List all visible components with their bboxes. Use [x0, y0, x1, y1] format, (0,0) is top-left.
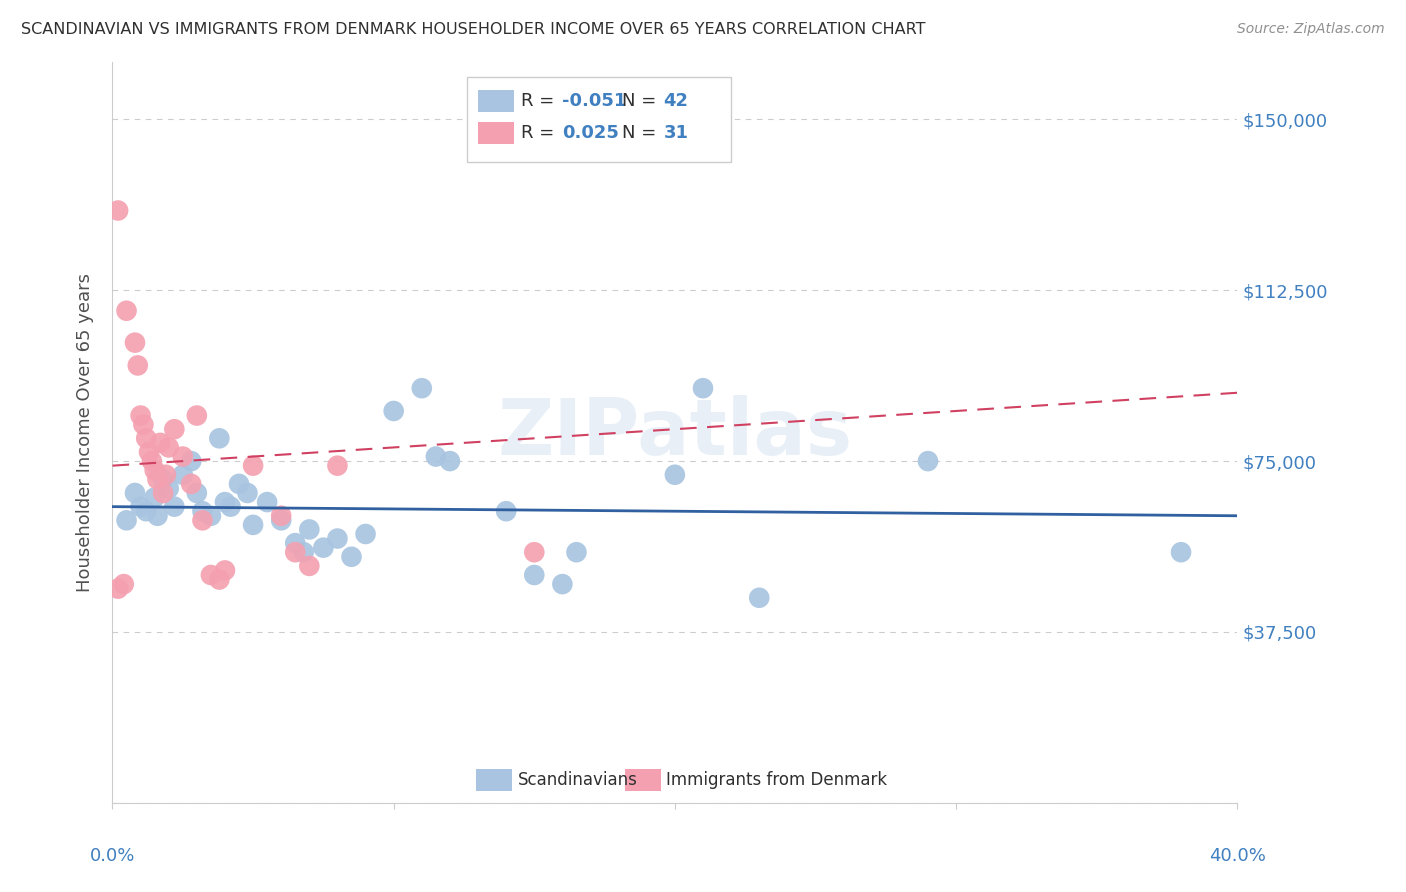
- Point: [124, 335, 146, 350]
- Point: [124, 486, 146, 500]
- Point: [163, 500, 186, 514]
- Point: [236, 486, 259, 500]
- Point: [439, 454, 461, 468]
- Point: [129, 500, 152, 514]
- Point: [208, 573, 231, 587]
- Point: [127, 359, 149, 373]
- FancyBboxPatch shape: [626, 769, 661, 791]
- Text: Source: ZipAtlas.com: Source: ZipAtlas.com: [1237, 22, 1385, 37]
- Point: [152, 486, 174, 500]
- Point: [200, 568, 222, 582]
- Point: [340, 549, 363, 564]
- Point: [186, 409, 208, 423]
- Text: 0.0%: 0.0%: [90, 847, 135, 865]
- Point: [382, 404, 405, 418]
- Point: [112, 577, 135, 591]
- Point: [186, 486, 208, 500]
- Text: 40.0%: 40.0%: [1209, 847, 1265, 865]
- Text: 31: 31: [664, 124, 689, 142]
- Point: [565, 545, 588, 559]
- Text: 0.025: 0.025: [562, 124, 619, 142]
- Point: [270, 513, 292, 527]
- Point: [107, 582, 129, 596]
- Point: [191, 513, 214, 527]
- Point: [495, 504, 517, 518]
- FancyBboxPatch shape: [467, 78, 731, 162]
- Point: [354, 527, 377, 541]
- FancyBboxPatch shape: [475, 769, 512, 791]
- Point: [214, 495, 236, 509]
- Point: [298, 558, 321, 573]
- Point: [146, 472, 169, 486]
- Point: [242, 458, 264, 473]
- Point: [748, 591, 770, 605]
- Point: [115, 513, 138, 527]
- Point: [155, 467, 177, 482]
- Point: [664, 467, 686, 482]
- Text: Immigrants from Denmark: Immigrants from Denmark: [666, 771, 887, 789]
- Point: [326, 458, 349, 473]
- Point: [141, 454, 163, 468]
- Point: [228, 476, 250, 491]
- Point: [917, 454, 939, 468]
- FancyBboxPatch shape: [478, 90, 515, 112]
- Point: [172, 467, 194, 482]
- Point: [411, 381, 433, 395]
- Point: [219, 500, 242, 514]
- Text: -0.051: -0.051: [562, 92, 627, 110]
- Point: [312, 541, 335, 555]
- Point: [191, 504, 214, 518]
- Text: SCANDINAVIAN VS IMMIGRANTS FROM DENMARK HOUSEHOLDER INCOME OVER 65 YEARS CORRELA: SCANDINAVIAN VS IMMIGRANTS FROM DENMARK …: [21, 22, 925, 37]
- Text: N =: N =: [621, 92, 662, 110]
- Point: [129, 409, 152, 423]
- Point: [146, 508, 169, 523]
- Point: [135, 431, 157, 445]
- Text: 42: 42: [664, 92, 689, 110]
- FancyBboxPatch shape: [478, 121, 515, 144]
- Text: R =: R =: [520, 124, 560, 142]
- Text: Scandinavians: Scandinavians: [517, 771, 637, 789]
- Point: [523, 568, 546, 582]
- Point: [107, 203, 129, 218]
- Point: [149, 435, 172, 450]
- Text: R =: R =: [520, 92, 560, 110]
- Point: [284, 536, 307, 550]
- Point: [692, 381, 714, 395]
- Point: [284, 545, 307, 559]
- Point: [132, 417, 155, 432]
- Point: [172, 450, 194, 464]
- Text: N =: N =: [621, 124, 662, 142]
- Point: [143, 463, 166, 477]
- Point: [180, 454, 202, 468]
- Point: [1170, 545, 1192, 559]
- Point: [551, 577, 574, 591]
- Point: [200, 508, 222, 523]
- Point: [143, 491, 166, 505]
- Point: [425, 450, 447, 464]
- Point: [138, 445, 160, 459]
- Point: [270, 508, 292, 523]
- Point: [214, 564, 236, 578]
- Point: [523, 545, 546, 559]
- Point: [180, 476, 202, 491]
- Point: [208, 431, 231, 445]
- Point: [157, 441, 180, 455]
- Point: [292, 545, 315, 559]
- Point: [256, 495, 278, 509]
- Point: [242, 517, 264, 532]
- Y-axis label: Householder Income Over 65 years: Householder Income Over 65 years: [76, 273, 94, 592]
- Point: [326, 532, 349, 546]
- Text: ZIPatlas: ZIPatlas: [498, 394, 852, 471]
- Point: [152, 472, 174, 486]
- Point: [157, 482, 180, 496]
- Point: [135, 504, 157, 518]
- Point: [298, 523, 321, 537]
- Point: [115, 303, 138, 318]
- Point: [163, 422, 186, 436]
